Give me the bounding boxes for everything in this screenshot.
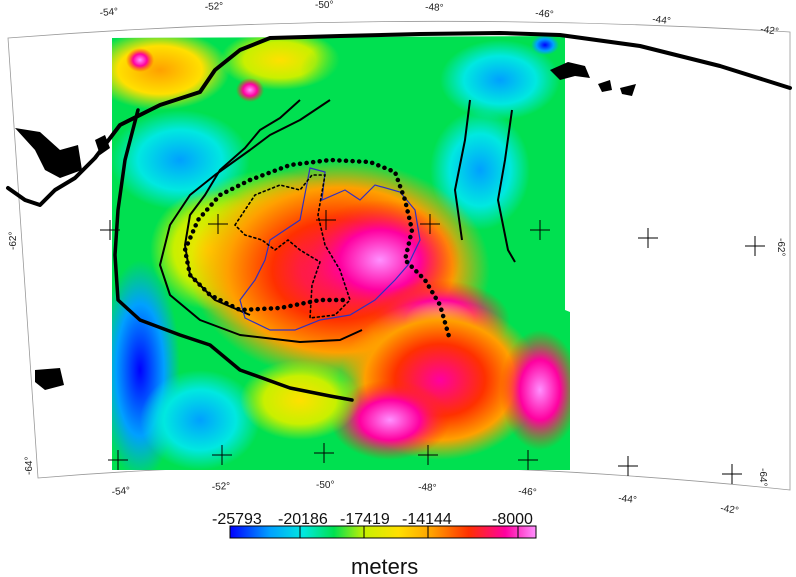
- top-lon-label: -50°: [315, 0, 333, 11]
- bottom-lon-label: -46°: [518, 486, 537, 499]
- bottom-lon-label: -44°: [618, 493, 638, 506]
- colorbar-tick-label: -8000: [492, 511, 533, 528]
- depth-grid: [112, 36, 570, 470]
- colorbar: -25793 -20186 -17419 -14144 -8000 meters: [212, 511, 537, 577]
- contour-blue: [239, 167, 421, 331]
- top-lon-label: -42°: [760, 24, 780, 38]
- outline-lines: [6, 31, 792, 402]
- latitude-labels: -62° -64° -62° -64°: [8, 232, 786, 487]
- colorbar-tick-label: -20186: [278, 511, 328, 528]
- top-lon-label: -52°: [205, 1, 224, 13]
- right-lat-label: -62°: [775, 238, 786, 256]
- bottom-lon-label: -52°: [212, 481, 231, 493]
- colorbar-tick-label: -25793: [212, 511, 262, 528]
- graticule-crosses: [100, 210, 765, 484]
- top-lon-label: -44°: [652, 14, 672, 27]
- bottom-longitude-labels: -54° -52° -50° -48° -46° -44° -42°: [111, 480, 739, 517]
- colorbar-ramp: [229, 525, 537, 539]
- top-lon-label: -48°: [425, 2, 444, 14]
- left-lat-label: -62°: [8, 232, 19, 250]
- land-masses: [15, 62, 636, 390]
- top-longitude-labels: -54° -52° -50° -48° -46° -44° -42°: [99, 0, 779, 38]
- right-lat-label: -64°: [757, 468, 768, 486]
- bottom-lon-label: -48°: [418, 482, 437, 494]
- bottom-lon-label: -42°: [720, 503, 740, 517]
- dotted-boundaries: [182, 157, 453, 343]
- colorbar-tick-label: -17419: [340, 511, 390, 528]
- colorbar-tick-label: -14144: [402, 511, 452, 528]
- colorbar-unit-label: meters: [351, 554, 418, 577]
- top-lon-label: -54°: [99, 6, 118, 19]
- bottom-lon-label: -54°: [111, 485, 130, 498]
- left-lat-label: -64°: [24, 457, 35, 475]
- top-lon-label: -46°: [535, 8, 554, 21]
- bottom-lon-label: -50°: [316, 480, 334, 491]
